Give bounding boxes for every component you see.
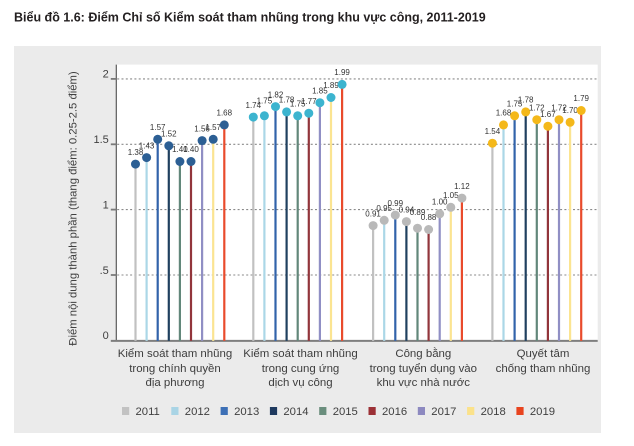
svg-text:1.75: 1.75	[257, 97, 273, 106]
svg-text:1.40: 1.40	[183, 145, 199, 154]
svg-text:1.54: 1.54	[485, 127, 501, 136]
svg-text:0.99: 0.99	[388, 199, 404, 208]
svg-text:1.89: 1.89	[323, 81, 339, 90]
svg-text:1.75: 1.75	[507, 100, 523, 109]
svg-text:2013: 2013	[234, 406, 259, 418]
svg-text:1.75: 1.75	[290, 100, 306, 109]
svg-text:Biểu đồ 1.6: Điểm Chỉ số Kiểm: Biểu đồ 1.6: Điểm Chỉ số Kiểm soát tham …	[14, 11, 486, 25]
svg-text:1.68: 1.68	[217, 109, 233, 118]
svg-text:1.72: 1.72	[551, 103, 567, 112]
svg-text:Công bằng: Công bằng	[395, 347, 451, 360]
svg-text:chống tham nhũng: chống tham nhũng	[496, 363, 591, 375]
svg-text:0.94: 0.94	[399, 205, 415, 214]
svg-text:1: 1	[103, 199, 109, 211]
svg-text:1.70: 1.70	[562, 106, 578, 115]
svg-text:0.89: 0.89	[410, 208, 426, 217]
svg-text:1.43: 1.43	[139, 141, 155, 150]
svg-text:2014: 2014	[283, 406, 308, 418]
svg-text:0.88: 0.88	[421, 213, 437, 222]
svg-text:2017: 2017	[431, 406, 456, 418]
svg-text:2019: 2019	[530, 406, 555, 418]
svg-text:.5: .5	[100, 265, 109, 277]
svg-text:1.68: 1.68	[496, 109, 512, 118]
svg-text:1.78: 1.78	[518, 96, 534, 105]
svg-text:trong chính quyền: trong chính quyền	[129, 363, 221, 375]
svg-text:1.77: 1.77	[301, 97, 317, 106]
svg-text:1.79: 1.79	[573, 94, 589, 103]
svg-text:Kiểm soát tham nhũng: Kiểm soát tham nhũng	[118, 348, 232, 360]
svg-text:1.12: 1.12	[454, 182, 470, 191]
svg-text:1.99: 1.99	[334, 68, 350, 77]
svg-text:1.57: 1.57	[205, 123, 221, 132]
svg-text:2015: 2015	[333, 406, 358, 418]
svg-text:0.91: 0.91	[365, 209, 381, 218]
svg-text:2011: 2011	[136, 406, 160, 418]
svg-text:2: 2	[103, 69, 109, 81]
svg-text:1.5: 1.5	[94, 134, 109, 146]
svg-text:0.95: 0.95	[376, 204, 392, 213]
svg-text:1.67: 1.67	[540, 110, 556, 119]
svg-text:1.38: 1.38	[128, 148, 144, 157]
svg-text:Điểm nội dung thành phần (than: Điểm nội dung thành phần (thang điểm: 0.…	[68, 71, 80, 346]
svg-text:địa phương: địa phương	[145, 377, 204, 389]
svg-text:trong cung ứng: trong cung ứng	[262, 363, 340, 375]
svg-text:Kiểm soát tham nhũng: Kiểm soát tham nhũng	[243, 348, 357, 360]
svg-text:1.72: 1.72	[529, 103, 545, 112]
svg-text:1.74: 1.74	[246, 101, 262, 110]
svg-text:Quyết tâm: Quyết tâm	[517, 348, 570, 360]
svg-text:1.00: 1.00	[432, 198, 448, 207]
svg-text:1.82: 1.82	[268, 90, 284, 99]
svg-text:2012: 2012	[185, 406, 210, 418]
svg-text:0: 0	[103, 330, 109, 342]
svg-text:1.52: 1.52	[161, 130, 177, 139]
svg-text:1.57: 1.57	[150, 123, 166, 132]
svg-text:1.78: 1.78	[279, 96, 295, 105]
svg-text:khu vực nhà nước: khu vực nhà nước	[377, 377, 471, 389]
svg-text:1.40: 1.40	[172, 145, 188, 154]
svg-text:trong tuyển dụng vào: trong tuyển dụng vào	[370, 363, 477, 375]
svg-text:1.05: 1.05	[443, 191, 459, 200]
svg-text:dịch vụ công: dịch vụ công	[268, 377, 332, 389]
svg-text:1.56: 1.56	[194, 124, 210, 133]
svg-text:2018: 2018	[481, 406, 506, 418]
svg-text:1.85: 1.85	[312, 86, 328, 95]
svg-text:2016: 2016	[382, 406, 407, 418]
